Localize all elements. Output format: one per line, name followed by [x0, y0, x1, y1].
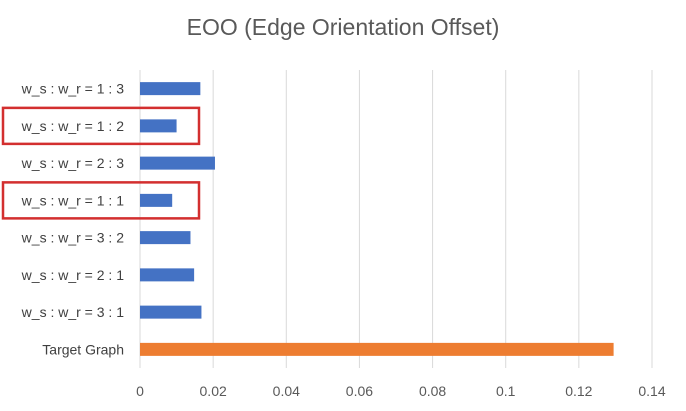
category-labels: w_s : w_r = 1 : 3 w_s : w_r = 1 : 2 w_s : …	[21, 81, 125, 358]
x-tick-label: 0.14	[638, 383, 665, 399]
bar	[140, 82, 201, 96]
bar	[140, 268, 195, 282]
bar	[140, 119, 177, 133]
gridlines	[139, 70, 653, 368]
category-label: w_s : w_r = 1 : 1	[21, 192, 125, 208]
x-tick-label: 0.1	[496, 383, 516, 399]
category-label: w_s : w_r = 3 : 1	[21, 304, 125, 320]
highlight-boxes	[1, 106, 201, 220]
category-label: w_s : w_r = 3 : 2	[21, 230, 125, 246]
x-tick-label: 0.12	[565, 383, 592, 399]
chart-title: EOO (Edge Orientation Offset)	[186, 14, 500, 40]
x-tick-labels: 0 0.02 0.04 0.06 0.08 0.1 0.12 0.14	[136, 383, 666, 399]
category-label: w_s : w_r = 2 : 1	[21, 267, 125, 283]
bar	[140, 305, 202, 319]
category-label: w_s : w_r = 2 : 3	[21, 155, 125, 171]
bar	[140, 231, 191, 245]
highlight-box	[1, 181, 201, 220]
category-label: Target Graph	[42, 341, 124, 357]
x-tick-label: 0.02	[200, 383, 227, 399]
bar	[140, 156, 215, 170]
bars	[140, 82, 614, 356]
x-tick-label: 0	[136, 383, 144, 399]
x-tick-label: 0.06	[346, 383, 373, 399]
x-tick-label: 0.04	[273, 383, 300, 399]
category-label: w_s : w_r = 1 : 3	[21, 81, 125, 97]
highlight-box	[1, 106, 201, 146]
bar	[140, 342, 614, 356]
x-tick-label: 0.08	[419, 383, 446, 399]
bar	[140, 193, 173, 207]
category-label: w_s : w_r = 1 : 2	[21, 118, 125, 134]
